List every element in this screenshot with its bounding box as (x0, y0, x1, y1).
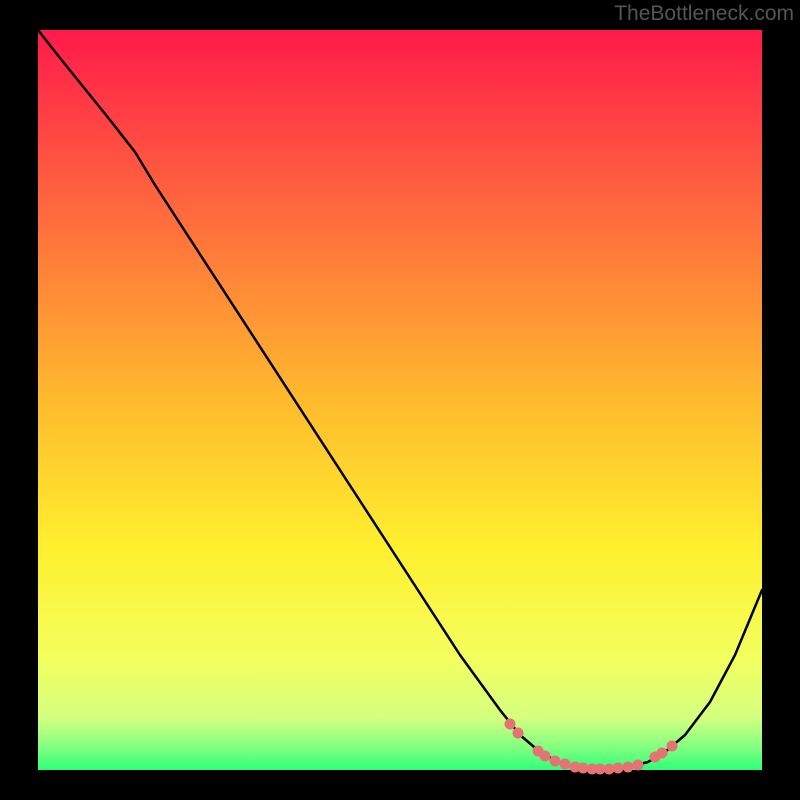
plot-background (38, 30, 762, 770)
marker-point (657, 748, 668, 759)
marker-point (560, 759, 571, 770)
bottleneck-chart (0, 0, 800, 800)
marker-point (633, 760, 644, 771)
marker-point (623, 762, 634, 773)
chart-svg (0, 0, 800, 800)
marker-point (505, 719, 516, 730)
marker-point (540, 751, 551, 762)
marker-point (550, 756, 561, 767)
marker-point (667, 741, 678, 752)
marker-point (613, 763, 624, 774)
marker-point (513, 728, 524, 739)
watermark-text: TheBottleneck.com (614, 2, 794, 26)
